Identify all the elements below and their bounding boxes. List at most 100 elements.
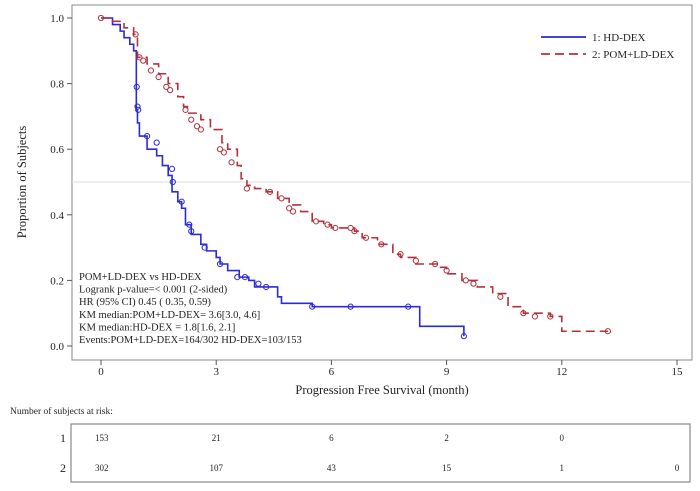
at-risk-value: 0 bbox=[560, 433, 565, 443]
censor-mark bbox=[132, 31, 139, 38]
x-tick-label: 6 bbox=[329, 366, 335, 378]
censor-mark bbox=[188, 228, 195, 235]
annotation-line: Events:POM+LD-DEX=164/302 HD-DEX=103/153 bbox=[79, 335, 302, 346]
censor-mark bbox=[266, 188, 274, 195]
censor-mark bbox=[351, 228, 358, 235]
censor-mark bbox=[136, 54, 143, 61]
y-tick-label: 1.0 bbox=[50, 13, 64, 25]
censor-mark bbox=[220, 149, 227, 156]
censor-mark bbox=[324, 221, 331, 228]
annotation-line: KM median:POM+LD-DEX= 3.6[3.0, 4.6] bbox=[79, 310, 260, 321]
y-tick-label: 0.0 bbox=[50, 341, 64, 353]
censor-mark bbox=[243, 185, 251, 192]
censor-mark bbox=[167, 87, 174, 94]
y-tick-label: 0.2 bbox=[50, 275, 64, 287]
y-axis-label: Proportion of Subjects bbox=[15, 126, 29, 239]
at-risk-row-label: 2 bbox=[60, 461, 66, 475]
censor-mark bbox=[604, 328, 611, 335]
y-tick-label: 0.8 bbox=[50, 79, 64, 91]
censor-mark bbox=[97, 14, 105, 22]
censor-mark bbox=[216, 260, 224, 268]
y-tick-label: 0.4 bbox=[50, 210, 64, 222]
x-tick-label: 15 bbox=[672, 366, 684, 378]
annotation-line: POM+LD-DEX vs HD-DEX bbox=[79, 272, 202, 283]
censor-mark bbox=[443, 267, 450, 274]
censor-mark bbox=[153, 139, 160, 146]
censor-mark bbox=[286, 205, 293, 212]
censor-mark bbox=[255, 280, 262, 287]
censor-mark bbox=[228, 159, 235, 166]
at-risk-value: 302 bbox=[95, 463, 109, 473]
stats-annotations: POM+LD-DEX vs HD-DEX Logrank p-value=< 0.… bbox=[79, 272, 302, 346]
censor-mark bbox=[169, 178, 176, 186]
at-risk-value: 21 bbox=[212, 433, 221, 443]
censor-mark bbox=[278, 195, 285, 202]
x-tick-label: 3 bbox=[213, 366, 219, 378]
censor-mark bbox=[186, 221, 193, 228]
censor-mark bbox=[135, 106, 142, 113]
censor-mark bbox=[155, 73, 162, 81]
censor-mark bbox=[178, 198, 185, 205]
censor-mark bbox=[460, 333, 467, 340]
x-tick-label: 9 bbox=[444, 366, 450, 378]
annotation-line: HR (95% CI) 0.45 ( 0.35, 0.59) bbox=[79, 297, 211, 308]
legend: 1: HD-DEX 2: POM+LD-DEX bbox=[541, 32, 674, 61]
censor-mark bbox=[462, 277, 469, 284]
censor-mark bbox=[134, 103, 141, 110]
at-risk-value: 6 bbox=[329, 433, 334, 443]
censor-mark bbox=[397, 251, 404, 258]
censor-mark bbox=[197, 126, 204, 133]
at-risk-value: 153 bbox=[95, 433, 109, 443]
censor-mark bbox=[332, 224, 339, 232]
censor-mark bbox=[140, 57, 147, 64]
x-tick-label: 12 bbox=[556, 366, 567, 378]
censor-mark bbox=[309, 303, 316, 310]
censor-mark bbox=[347, 224, 354, 232]
censor-mark bbox=[193, 123, 201, 130]
survival-curve-2 bbox=[101, 17, 608, 333]
censor-mark bbox=[188, 116, 195, 123]
censor-mark bbox=[431, 260, 439, 268]
censor-mark bbox=[133, 83, 140, 90]
x-axis-label: Progression Free Survival (month) bbox=[295, 383, 468, 397]
censor-mark bbox=[312, 218, 320, 225]
censor-mark bbox=[234, 274, 241, 281]
annotation-line: KM median:HD-DEX = 1.8[1.6, 2.1] bbox=[79, 322, 235, 333]
y-tick-label: 0.6 bbox=[50, 144, 64, 156]
censor-mark bbox=[520, 310, 527, 317]
at-risk-value: 15 bbox=[442, 463, 452, 473]
censor-mark bbox=[412, 257, 419, 264]
annotation-line: Logrank p-value=< 0.001 (2-sided) bbox=[79, 285, 228, 296]
at-risk-value: 0 bbox=[675, 463, 680, 473]
censor-mark bbox=[241, 274, 249, 281]
censor-mark bbox=[547, 313, 554, 320]
censor-mark bbox=[201, 244, 208, 251]
survival-curve-1 bbox=[101, 17, 465, 337]
at-risk-value: 2 bbox=[444, 433, 449, 443]
at-risk-value: 107 bbox=[209, 463, 223, 473]
censor-mark bbox=[263, 283, 270, 291]
censor-mark bbox=[378, 241, 385, 248]
censor-mark bbox=[147, 67, 155, 74]
censor-mark bbox=[531, 313, 539, 320]
censor-mark bbox=[347, 303, 354, 310]
censor-mark bbox=[470, 280, 477, 287]
censor-mark bbox=[405, 303, 412, 310]
censor-mark bbox=[289, 208, 297, 215]
censor-mark bbox=[143, 132, 151, 140]
legend-label: 1: HD-DEX bbox=[592, 32, 646, 44]
censor-mark bbox=[497, 293, 504, 300]
at-risk-row-label: 1 bbox=[60, 431, 66, 445]
censor-mark bbox=[163, 83, 170, 90]
x-tick-label: 0 bbox=[98, 366, 104, 378]
censor-mark bbox=[216, 146, 224, 153]
censor-mark bbox=[168, 165, 176, 172]
at-risk-value: 1 bbox=[560, 463, 565, 473]
censor-mark bbox=[362, 234, 370, 241]
at-risk-title: Number of subjects at risk: bbox=[10, 406, 113, 417]
legend-label: 2: POM+LD-DEX bbox=[592, 49, 674, 61]
at-risk-value: 43 bbox=[327, 463, 337, 473]
at-risk-table bbox=[70, 423, 691, 483]
censor-mark bbox=[182, 106, 189, 113]
